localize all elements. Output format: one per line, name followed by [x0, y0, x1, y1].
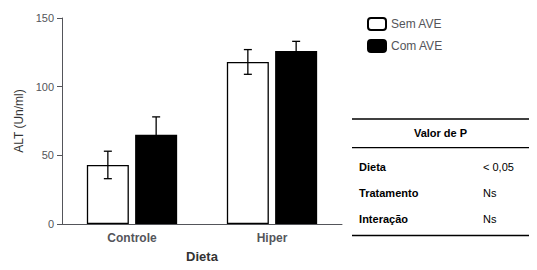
- svg-text:Interação: Interação: [359, 213, 408, 225]
- svg-text:Com AVE: Com AVE: [391, 39, 442, 53]
- svg-text:< 0,05: < 0,05: [483, 161, 514, 173]
- svg-text:ALT (Un/ml): ALT (Un/ml): [12, 89, 26, 153]
- svg-text:Hiper: Hiper: [257, 231, 288, 245]
- svg-text:150: 150: [36, 12, 54, 24]
- svg-text:Controle: Controle: [107, 231, 157, 245]
- svg-text:Tratamento: Tratamento: [359, 187, 419, 199]
- svg-text:0: 0: [48, 218, 54, 230]
- svg-text:100: 100: [36, 81, 54, 93]
- svg-text:Sem AVE: Sem AVE: [391, 17, 441, 31]
- svg-text:Ns: Ns: [483, 213, 497, 225]
- svg-text:Valor de P: Valor de P: [414, 127, 467, 139]
- svg-text:Dieta: Dieta: [186, 249, 219, 264]
- svg-text:Ns: Ns: [483, 187, 497, 199]
- svg-text:Dieta: Dieta: [359, 161, 387, 173]
- svg-text:50: 50: [42, 149, 54, 161]
